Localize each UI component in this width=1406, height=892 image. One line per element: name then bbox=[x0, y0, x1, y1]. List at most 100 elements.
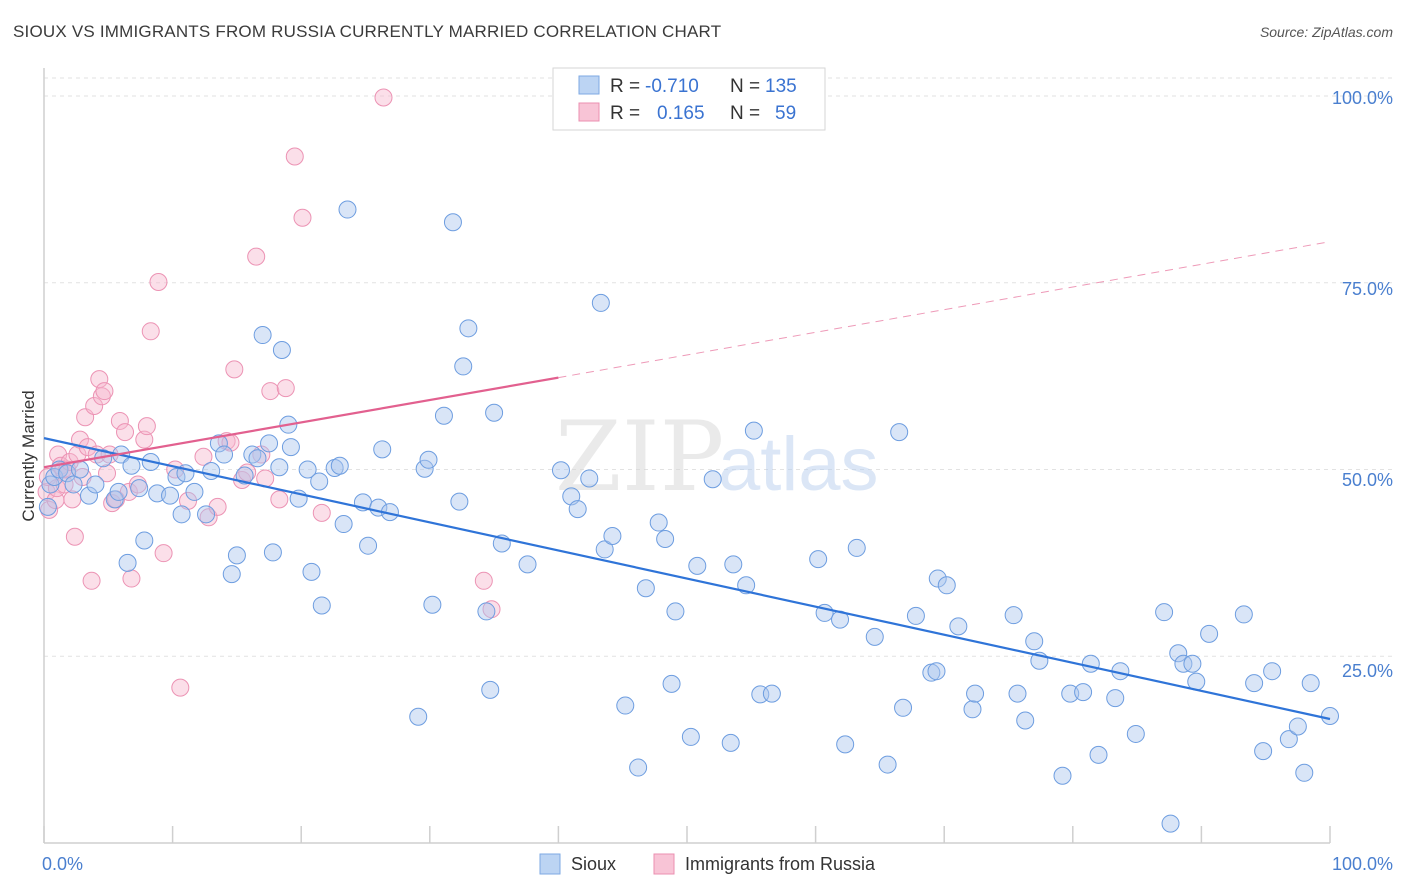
sioux-point bbox=[80, 486, 99, 505]
watermark-zip: ZIP bbox=[555, 401, 724, 513]
sioux-point bbox=[248, 449, 267, 468]
sioux-point bbox=[167, 467, 186, 486]
russia-point bbox=[293, 208, 312, 227]
sioux-point bbox=[1074, 683, 1093, 702]
sioux-point bbox=[762, 684, 781, 703]
sioux-point bbox=[450, 492, 469, 511]
sioux-point bbox=[809, 550, 828, 569]
russia-point bbox=[225, 360, 244, 379]
sioux-point bbox=[1254, 742, 1273, 761]
watermark: ZIP atlas bbox=[555, 401, 879, 513]
trend-line-russia bbox=[43, 376, 559, 469]
russia-point bbox=[312, 503, 331, 522]
sioux-point bbox=[688, 556, 707, 575]
sioux-point bbox=[847, 538, 866, 557]
sioux-point bbox=[656, 529, 675, 548]
y-tick-label-25: 25.0% bbox=[1342, 661, 1393, 681]
sioux-point bbox=[649, 513, 668, 532]
russia-point bbox=[247, 247, 266, 266]
y-axis-label: Currently Married bbox=[19, 390, 38, 521]
sioux-point bbox=[71, 460, 90, 479]
russia-point bbox=[82, 571, 101, 590]
sioux-point bbox=[434, 406, 453, 425]
sioux-point bbox=[1081, 654, 1100, 673]
sioux-point bbox=[937, 576, 956, 595]
series-legend: Sioux Immigrants from Russia bbox=[539, 853, 876, 875]
sioux-point bbox=[281, 438, 300, 457]
sioux-point bbox=[263, 543, 282, 562]
russia-point bbox=[285, 147, 304, 166]
correlation-legend: R = -0.710 N = 135 R = 0.165 N = 59 bbox=[552, 67, 826, 131]
sioux-point bbox=[209, 434, 228, 453]
sioux-point bbox=[1161, 814, 1180, 833]
sioux-point bbox=[580, 469, 599, 488]
sioux-point bbox=[890, 423, 909, 442]
sioux-point bbox=[122, 456, 141, 475]
sioux-point bbox=[1008, 684, 1027, 703]
russia-point bbox=[119, 482, 138, 501]
sioux-point bbox=[185, 482, 204, 501]
russia-point bbox=[63, 490, 82, 509]
legend-r-label-russia: R = bbox=[610, 103, 640, 124]
sioux-point bbox=[928, 569, 947, 588]
bottom-legend-label-sioux: Sioux bbox=[571, 854, 616, 874]
sioux-point bbox=[272, 340, 291, 359]
sioux-point bbox=[227, 546, 246, 565]
y-tick-label-50: 50.0% bbox=[1342, 470, 1393, 490]
x-tick-label-0: 0.0% bbox=[42, 854, 83, 874]
sioux-point bbox=[1321, 707, 1339, 726]
sioux-point bbox=[894, 698, 913, 717]
sioux-point bbox=[338, 200, 357, 219]
russia-point bbox=[238, 463, 257, 482]
sioux-point bbox=[1295, 763, 1314, 782]
sioux-point bbox=[64, 475, 83, 494]
sioux-point bbox=[1126, 724, 1145, 743]
legend-n-label-sioux: N = bbox=[730, 76, 760, 97]
series-sioux-points bbox=[38, 200, 1339, 833]
sioux-point bbox=[865, 627, 884, 646]
bottom-legend-swatch-russia bbox=[653, 853, 675, 875]
legend-n-value-russia: 59 bbox=[775, 103, 796, 124]
russia-point bbox=[65, 527, 84, 546]
sioux-point bbox=[443, 213, 462, 232]
legend-n-value-sioux: 135 bbox=[765, 76, 797, 97]
sioux-point bbox=[359, 536, 378, 555]
sioux-point bbox=[86, 475, 105, 494]
legend-swatch-russia bbox=[578, 102, 600, 122]
russia-point bbox=[171, 678, 190, 697]
sioux-point bbox=[485, 403, 504, 422]
legend-swatch-sioux bbox=[578, 75, 600, 95]
russia-point bbox=[374, 88, 393, 107]
sioux-point bbox=[836, 735, 855, 754]
sioux-point bbox=[744, 421, 763, 440]
russia-point bbox=[270, 490, 289, 509]
russia-point bbox=[71, 430, 90, 449]
russia-point bbox=[116, 423, 135, 442]
sioux-point bbox=[636, 579, 655, 598]
sioux-point bbox=[1155, 603, 1174, 622]
sioux-point bbox=[591, 293, 610, 312]
x-ticks bbox=[43, 826, 1331, 843]
sioux-point bbox=[253, 326, 272, 345]
sioux-point bbox=[215, 445, 234, 464]
sioux-point bbox=[1183, 654, 1202, 673]
sioux-point bbox=[38, 497, 57, 516]
sioux-point bbox=[197, 505, 216, 524]
sioux-point bbox=[459, 319, 478, 338]
sioux-point bbox=[1016, 711, 1035, 730]
sioux-point bbox=[454, 357, 473, 376]
sioux-point bbox=[334, 515, 353, 534]
chart-title: SIOUX VS IMMIGRANTS FROM RUSSIA CURRENTL… bbox=[13, 22, 722, 41]
russia-point bbox=[122, 569, 141, 588]
sioux-point bbox=[1279, 730, 1298, 749]
sioux-point bbox=[1263, 662, 1282, 681]
sioux-point bbox=[662, 674, 681, 693]
russia-point bbox=[98, 464, 117, 483]
legend-r-value-sioux: -0.710 bbox=[645, 76, 699, 97]
sioux-point bbox=[235, 466, 254, 485]
russia-point bbox=[199, 508, 218, 527]
sioux-point bbox=[1106, 689, 1125, 708]
y-tick-label-75: 75.0% bbox=[1342, 279, 1393, 299]
sioux-point bbox=[130, 479, 149, 498]
